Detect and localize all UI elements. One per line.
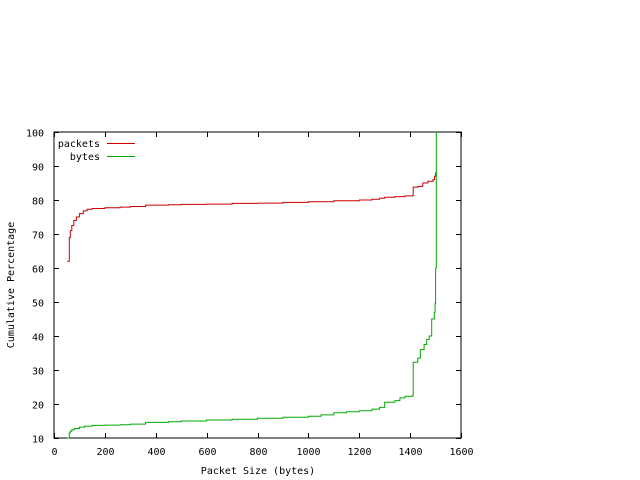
x-tick-label: 1000 xyxy=(296,447,320,458)
y-tick-label: 60 xyxy=(32,265,44,276)
x-tick-label: 600 xyxy=(198,447,216,458)
x-tick-label: 200 xyxy=(96,447,114,458)
y-tick-label: 80 xyxy=(32,197,44,208)
y-tick-label: 100 xyxy=(26,129,44,140)
series-line-bytes xyxy=(67,132,437,439)
plot-border xyxy=(53,131,462,439)
y-tick-label: 50 xyxy=(32,299,44,310)
x-tick-label: 400 xyxy=(147,447,165,458)
legend-label-packets: packets xyxy=(58,139,100,150)
y-tick-label: 40 xyxy=(32,333,44,344)
x-axis-label: Packet Size (bytes) xyxy=(201,466,315,477)
y-tick-label: 30 xyxy=(32,367,44,378)
series-line-packets xyxy=(67,172,437,262)
y-tick-label: 20 xyxy=(32,401,44,412)
y-axis-label: Cumulative Percentage xyxy=(6,222,17,348)
x-tick-label: 1200 xyxy=(347,447,371,458)
y-tick-label: 90 xyxy=(32,163,44,174)
x-tick-label: 800 xyxy=(249,447,267,458)
x-tick-label: 1600 xyxy=(449,447,473,458)
x-tick-label: 0 xyxy=(51,447,57,458)
x-tick-label: 1400 xyxy=(398,447,422,458)
legend-label-bytes: bytes xyxy=(70,152,100,163)
y-tick-label: 70 xyxy=(32,231,44,242)
y-tick-label: 10 xyxy=(32,435,44,446)
